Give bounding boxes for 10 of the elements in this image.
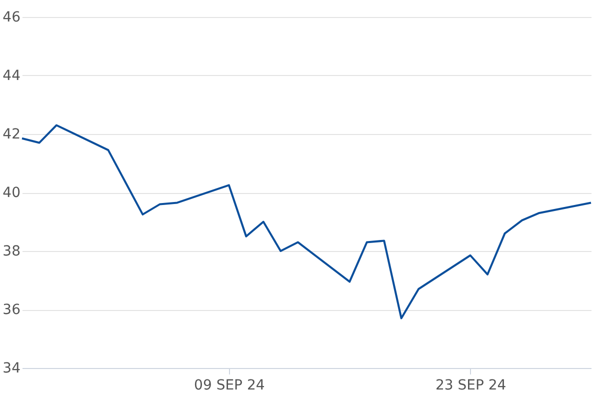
- x-tick-label: 09 SEP 24: [194, 378, 265, 394]
- y-tick-label: 40: [2, 185, 20, 201]
- y-tick-label: 34: [2, 360, 21, 376]
- y-tick-label: 36: [2, 302, 21, 318]
- line-series: [21, 124, 592, 320]
- y-tick-label: 42: [2, 126, 20, 142]
- y-tick-label: 44: [2, 68, 21, 84]
- y-tick-label: 38: [2, 244, 20, 260]
- y-tick-label: 46: [2, 10, 21, 26]
- x-tick-label: 23 SEP 24: [435, 378, 506, 394]
